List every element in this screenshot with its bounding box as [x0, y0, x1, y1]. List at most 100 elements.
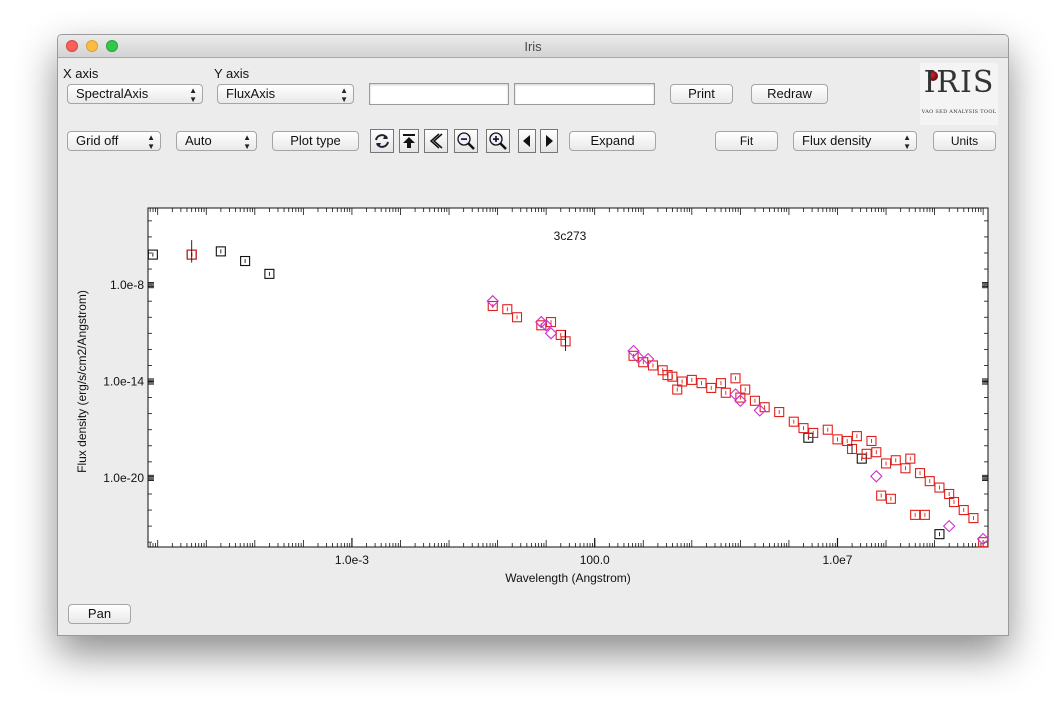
refresh-icon[interactable] — [370, 129, 394, 153]
data-point-square — [958, 504, 969, 516]
logo-globe-icon — [928, 71, 938, 81]
data-point-square — [749, 395, 760, 406]
data-point-square — [822, 424, 833, 435]
text-field-1[interactable] — [369, 83, 509, 105]
data-point-square — [832, 434, 843, 445]
window-title: Iris — [524, 39, 542, 54]
data-point-square — [147, 249, 158, 260]
data-point-square — [948, 496, 960, 508]
x-axis-select[interactable]: SpectralAxis ▲ ▼ — [67, 84, 203, 104]
data-point-square — [910, 509, 921, 520]
y-axis-label: Y axis — [214, 66, 250, 81]
redraw-button[interactable]: Redraw — [751, 84, 828, 104]
flux-density-select-value: Flux density — [802, 133, 872, 148]
data-point-square — [798, 423, 809, 434]
back-icon[interactable] — [424, 129, 448, 153]
right-arrow-icon[interactable] — [540, 129, 558, 153]
data-point-square — [808, 427, 819, 438]
data-point-square — [536, 320, 547, 331]
data-point-square — [502, 304, 513, 315]
y-tick-label: 1.0e-8 — [110, 278, 144, 292]
data-point-square — [215, 246, 226, 257]
data-point-diamond — [942, 519, 956, 533]
expand-button[interactable]: Expand — [569, 131, 656, 151]
flux-density-select[interactable]: Flux density ▲ ▼ — [793, 131, 917, 151]
data-point-square — [740, 384, 751, 395]
minimize-window-button[interactable] — [86, 40, 98, 52]
y-axis-title: Flux density (erg/s/cm2/Angstrom) — [75, 290, 89, 473]
data-point-square — [924, 476, 935, 487]
grid-select-value: Grid off — [76, 133, 119, 148]
units-button[interactable]: Units — [933, 131, 996, 151]
data-point-square — [647, 360, 659, 371]
x-tick-label: 100.0 — [580, 553, 610, 567]
x-axis-select-value: SpectralAxis — [76, 86, 149, 101]
data-point-square — [900, 463, 911, 474]
select-arrows-icon: ▲ ▼ — [243, 133, 251, 151]
y-tick-label: 1.0e-14 — [103, 375, 144, 389]
y-axis-select-value: FluxAxis — [226, 86, 276, 101]
data-point-square — [667, 371, 678, 382]
y-axis-select[interactable]: FluxAxis ▲ ▼ — [217, 84, 354, 104]
data-point-square — [851, 431, 862, 442]
data-point-square — [890, 455, 901, 466]
data-point-diamond — [734, 394, 747, 408]
data-point-square — [511, 312, 523, 323]
data-point-square — [866, 435, 877, 447]
title-bar: Iris — [58, 35, 1008, 58]
print-button[interactable]: Print — [670, 84, 733, 104]
plot-frame — [147, 207, 989, 548]
data-point-diamond — [976, 532, 990, 546]
data-point-square — [696, 378, 707, 389]
sed-plot[interactable]: 1.0e-3 100.0 1.0e7 1.0e-8 1.0e-14 1.0e-20 3c27… — [58, 165, 1008, 635]
grid-select[interactable]: Grid off ▲ ▼ — [67, 131, 161, 151]
data-point-square — [720, 387, 731, 398]
fit-button[interactable]: Fit — [715, 131, 778, 151]
data-point-diamond — [539, 319, 553, 332]
x-tick-label: 1.0e-3 — [335, 553, 369, 567]
data-point-square — [715, 378, 726, 389]
data-point-square — [919, 509, 930, 520]
data-point-square — [885, 493, 896, 504]
top-icon[interactable] — [399, 129, 419, 153]
data-point-square — [487, 300, 498, 312]
data-point-diamond — [486, 294, 500, 308]
left-arrow-icon[interactable] — [518, 129, 536, 153]
select-arrows-icon: ▲ ▼ — [340, 86, 348, 104]
data-point-square — [934, 482, 945, 493]
pan-button[interactable]: Pan — [68, 604, 131, 624]
text-field-2[interactable] — [514, 83, 655, 105]
iris-logo: IRIS VAO SED ANALYSIS TOOL — [920, 63, 998, 125]
data-point-diamond — [870, 470, 883, 483]
select-arrows-icon: ▲ ▼ — [147, 133, 155, 151]
auto-select[interactable]: Auto ▲ ▼ — [176, 131, 257, 151]
x-tick-label: 1.0e7 — [822, 553, 852, 567]
data-point-square — [730, 373, 741, 384]
zoom-out-icon[interactable] — [454, 129, 478, 153]
data-point-square — [672, 384, 683, 395]
data-point-diamond — [641, 352, 655, 366]
data-point-square — [861, 448, 872, 459]
maximize-window-button[interactable] — [106, 40, 118, 52]
data-point-square — [914, 468, 926, 479]
x-axis-label: X axis — [63, 66, 99, 81]
data-point-diamond — [632, 351, 645, 364]
data-point-square — [240, 255, 251, 267]
data-point-square — [788, 416, 799, 427]
select-arrows-icon: ▲ ▼ — [189, 86, 197, 104]
data-point-square — [905, 453, 916, 464]
data-point-diamond — [544, 327, 558, 340]
logo-text: IRIS — [923, 65, 995, 100]
data-point-square — [774, 406, 785, 418]
close-window-button[interactable] — [66, 40, 78, 52]
plot-type-button[interactable]: Plot type — [272, 131, 359, 151]
data-point-square — [264, 268, 275, 279]
select-arrows-icon: ▲ ▼ — [903, 133, 911, 151]
auto-select-value: Auto — [185, 133, 212, 148]
data-point-square — [686, 374, 697, 385]
chart-title: 3c273 — [554, 229, 587, 243]
data-point-square — [978, 537, 989, 548]
data-point-square — [876, 490, 887, 501]
data-point-square — [880, 458, 892, 469]
zoom-in-icon[interactable] — [486, 129, 510, 153]
